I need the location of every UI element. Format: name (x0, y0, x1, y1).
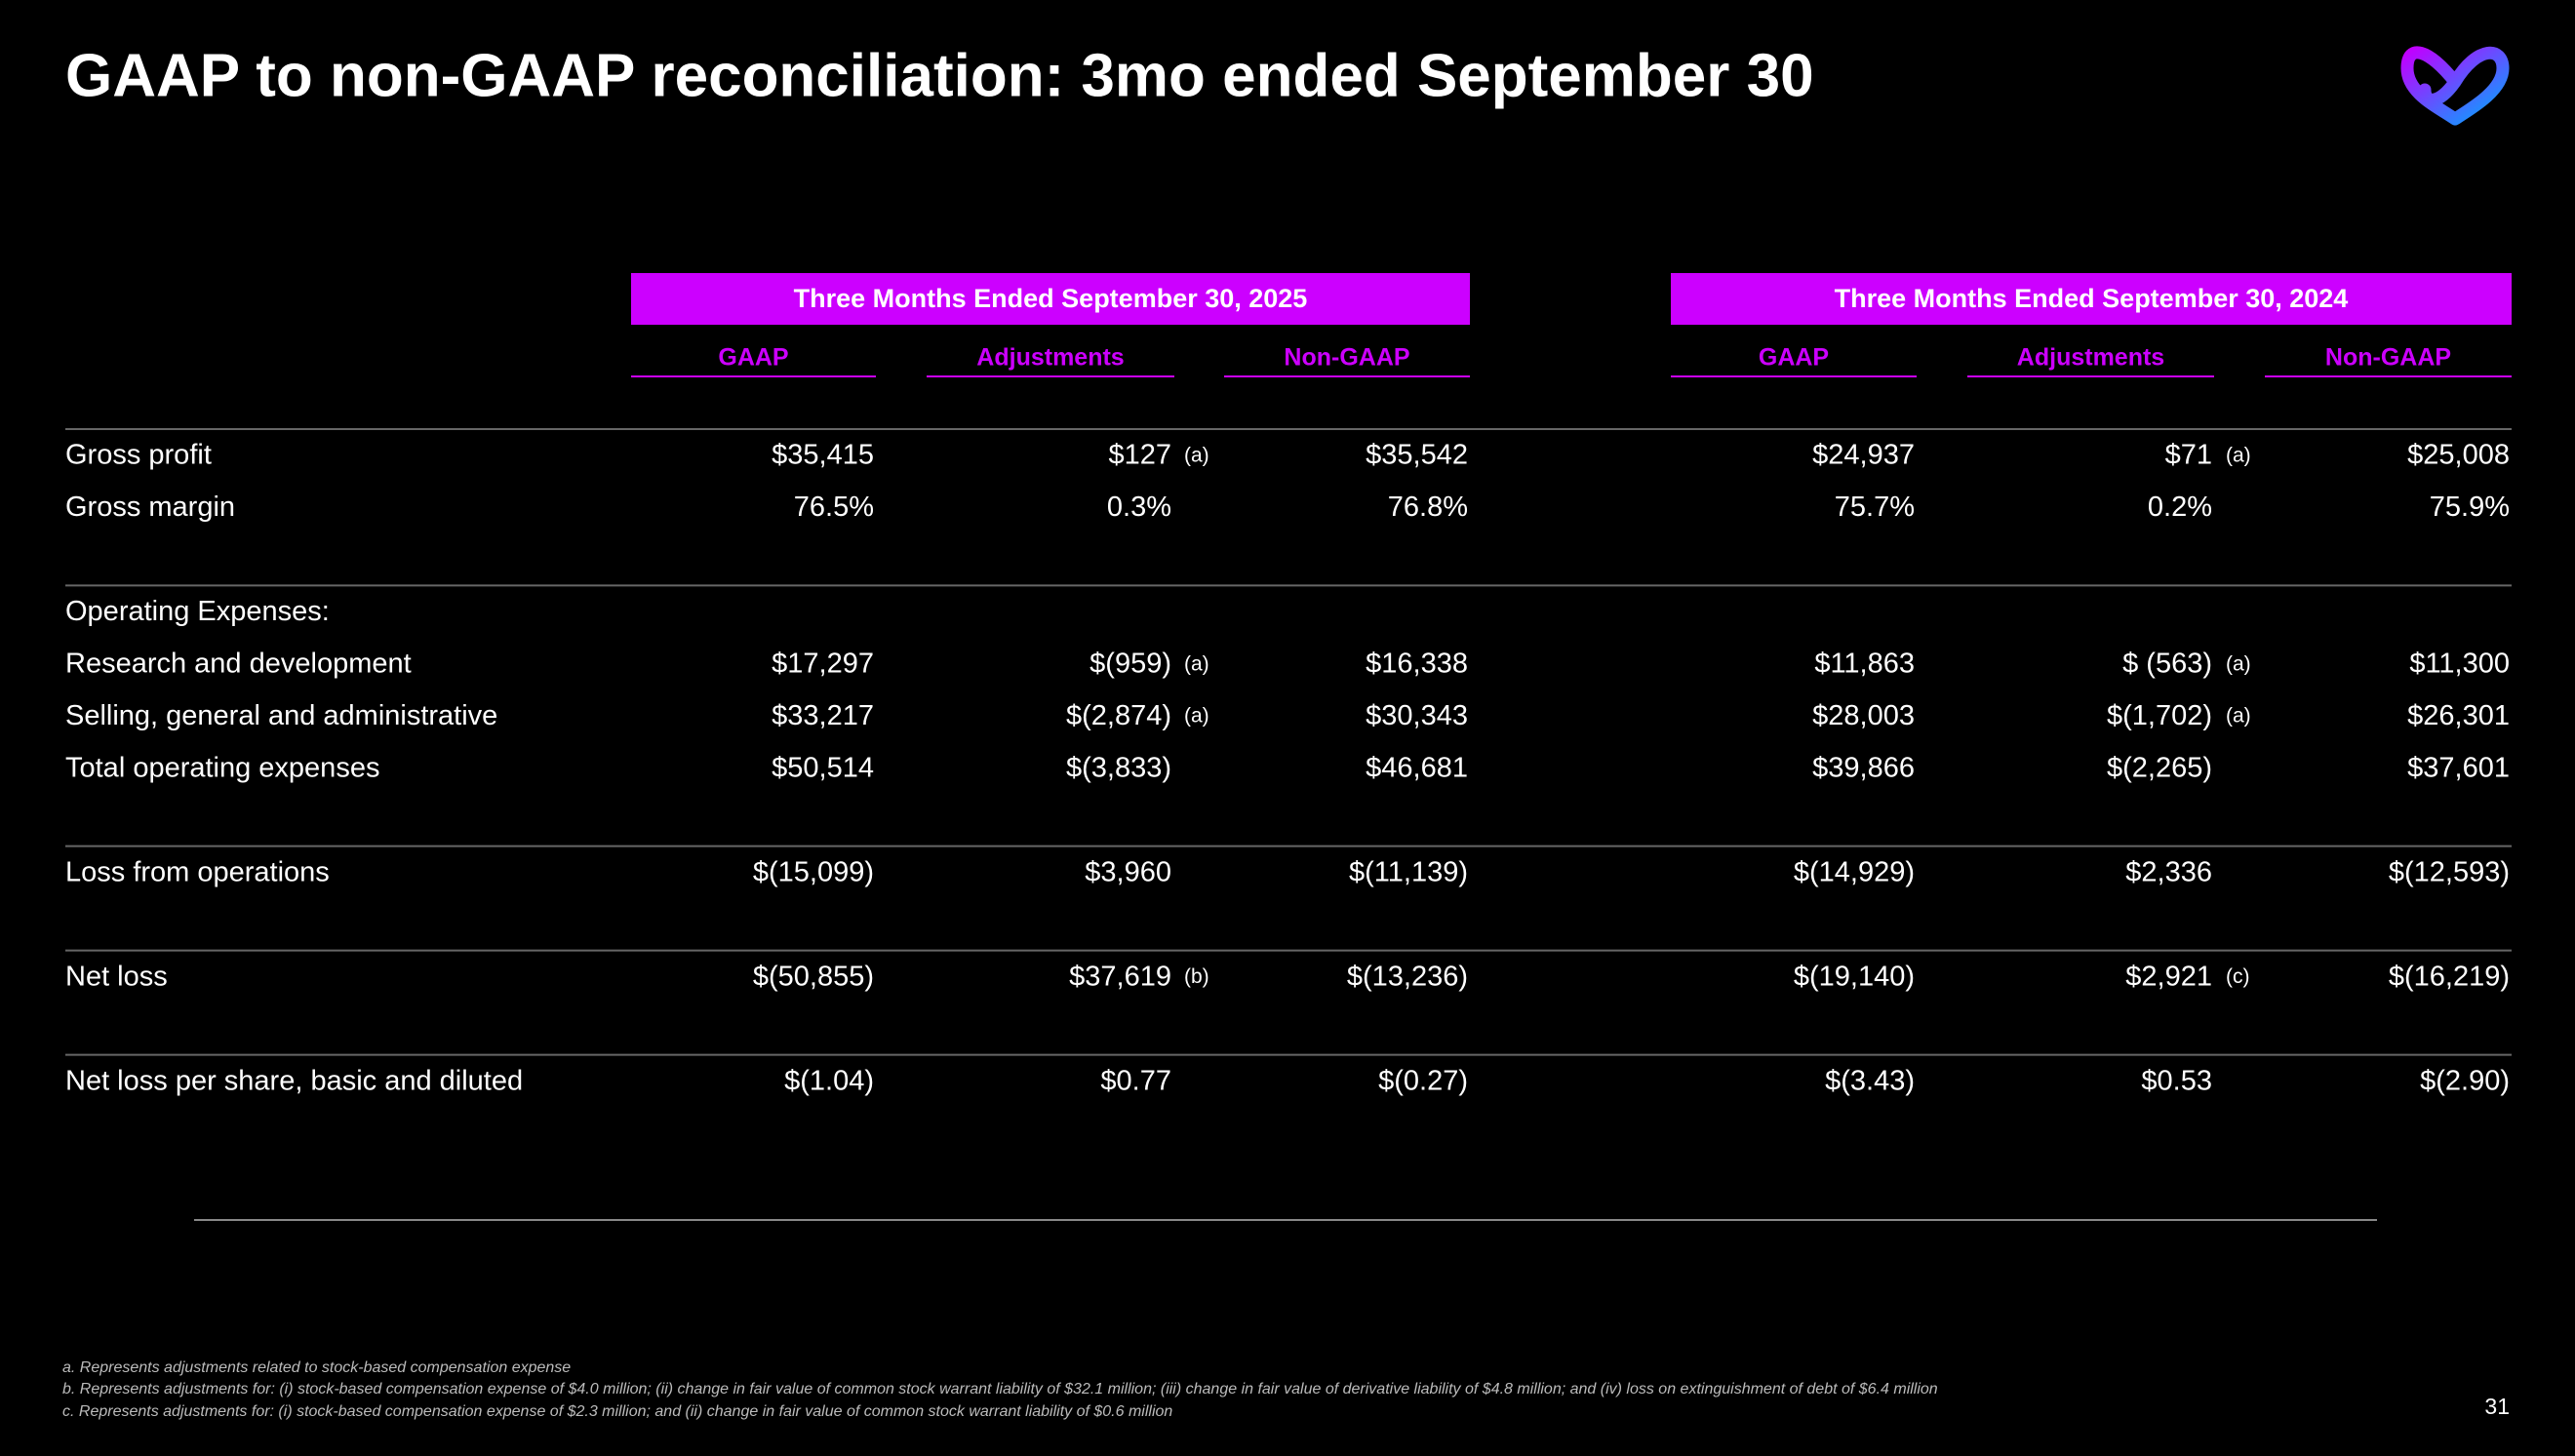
footnote-ref: (a) (2226, 445, 2251, 467)
cell-value: $0.77 (1100, 1065, 1171, 1096)
footnote: b. Represents adjustments for: (i) stock… (62, 1381, 1938, 1397)
footnote-ref: (c) (2226, 965, 2250, 988)
footnote: c. Represents adjustments for: (i) stock… (62, 1403, 1172, 1420)
column-header: GAAP (718, 344, 788, 372)
column-header: Adjustments (976, 344, 1124, 372)
cell-value: $(3,833) (1066, 752, 1171, 783)
row-label: Loss from operations (65, 856, 330, 887)
logo (2400, 46, 2510, 126)
cell-value: $(11,139) (1349, 856, 1468, 887)
period-header: Three Months Ended September 30, 2025 (794, 284, 1308, 313)
footnote: a. Represents adjustments related to sto… (62, 1359, 571, 1376)
row-label: Operating Expenses: (65, 596, 330, 627)
cell-value: $2,921 (2125, 961, 2212, 992)
cell-value: 76.5% (794, 492, 874, 523)
cell-value: $(1.04) (784, 1065, 874, 1096)
cell-value: 0.3% (1107, 492, 1171, 523)
cell-value: $3,960 (1085, 856, 1171, 887)
cell-value: $(0.27) (1378, 1065, 1468, 1096)
column-header: Adjustments (2017, 344, 2164, 372)
cell-value: $30,343 (1366, 700, 1468, 731)
column-header: Non-GAAP (1284, 344, 1409, 372)
cell-value: $0.53 (2141, 1065, 2212, 1096)
row-label: Net loss per share, basic and diluted (65, 1065, 523, 1096)
cell-value: $(50,855) (753, 961, 874, 992)
cell-value: $39,866 (1812, 752, 1915, 783)
cell-value: 75.9% (2430, 492, 2510, 523)
cell-value: $(2,874) (1066, 700, 1171, 731)
slide-title: GAAP to non-GAAP reconciliation: 3mo end… (65, 42, 1814, 109)
cell-value: $(959) (1089, 648, 1171, 679)
cell-value: $(14,929) (1794, 856, 1915, 887)
cell-value: $25,008 (2407, 440, 2510, 471)
cell-value: 0.2% (2148, 492, 2212, 523)
cell-value: $11,300 (2409, 648, 2510, 679)
row-label: Net loss (65, 961, 168, 992)
cell-value: $24,937 (1812, 440, 1915, 471)
cell-value: $(2.90) (2420, 1065, 2510, 1096)
footnote-ref: (b) (1184, 965, 1209, 988)
cell-value: $50,514 (772, 752, 874, 783)
cell-value: $35,415 (772, 440, 874, 471)
cell-value: $(12,593) (2389, 856, 2510, 887)
footnote-ref: (a) (2226, 652, 2251, 675)
cell-value: $37,601 (2407, 752, 2510, 783)
cell-value: $ (563) (2122, 648, 2212, 679)
cell-value: $(19,140) (1794, 961, 1915, 992)
cell-value: $2,336 (2125, 856, 2212, 887)
footnote-ref: (a) (1184, 705, 1209, 728)
cell-value: $(2,265) (2107, 752, 2212, 783)
page-number: 31 (2484, 1394, 2510, 1419)
cell-value: $(1,702) (2107, 700, 2212, 731)
cell-value: $37,619 (1069, 961, 1171, 992)
footnote-ref: (a) (1184, 445, 1209, 467)
row-label: Gross margin (65, 492, 235, 523)
row-label: Selling, general and administrative (65, 700, 497, 731)
column-header: Non-GAAP (2325, 344, 2451, 372)
cell-value: $127 (1108, 440, 1171, 471)
cell-value: $16,338 (1366, 648, 1468, 679)
period-header-bar (1671, 273, 2512, 325)
period-header-bar (631, 273, 1470, 325)
row-label: Total operating expenses (65, 752, 379, 783)
cell-value: $(16,219) (2389, 961, 2510, 992)
period-header: Three Months Ended September 30, 2024 (1835, 284, 2349, 313)
cell-value: $28,003 (1812, 700, 1915, 731)
cell-value: 75.7% (1835, 492, 1915, 523)
cell-value: $(15,099) (753, 856, 874, 887)
footnote-ref: (a) (2226, 705, 2251, 728)
column-header: GAAP (1759, 344, 1829, 372)
footnote-ref: (a) (1184, 652, 1209, 675)
cell-value: $35,542 (1366, 440, 1468, 471)
cell-value: $33,217 (772, 700, 874, 731)
cell-value: $11,863 (1814, 648, 1915, 679)
cell-value: $71 (2165, 440, 2212, 471)
cell-value: $17,297 (772, 648, 874, 679)
cell-value: $(13,236) (1347, 961, 1468, 992)
cell-value: $26,301 (2407, 700, 2510, 731)
cell-value: 76.8% (1388, 492, 1468, 523)
cell-value: $(3.43) (1825, 1065, 1915, 1096)
row-label: Gross profit (65, 440, 212, 471)
cell-value: $46,681 (1366, 752, 1468, 783)
row-label: Research and development (65, 648, 412, 679)
